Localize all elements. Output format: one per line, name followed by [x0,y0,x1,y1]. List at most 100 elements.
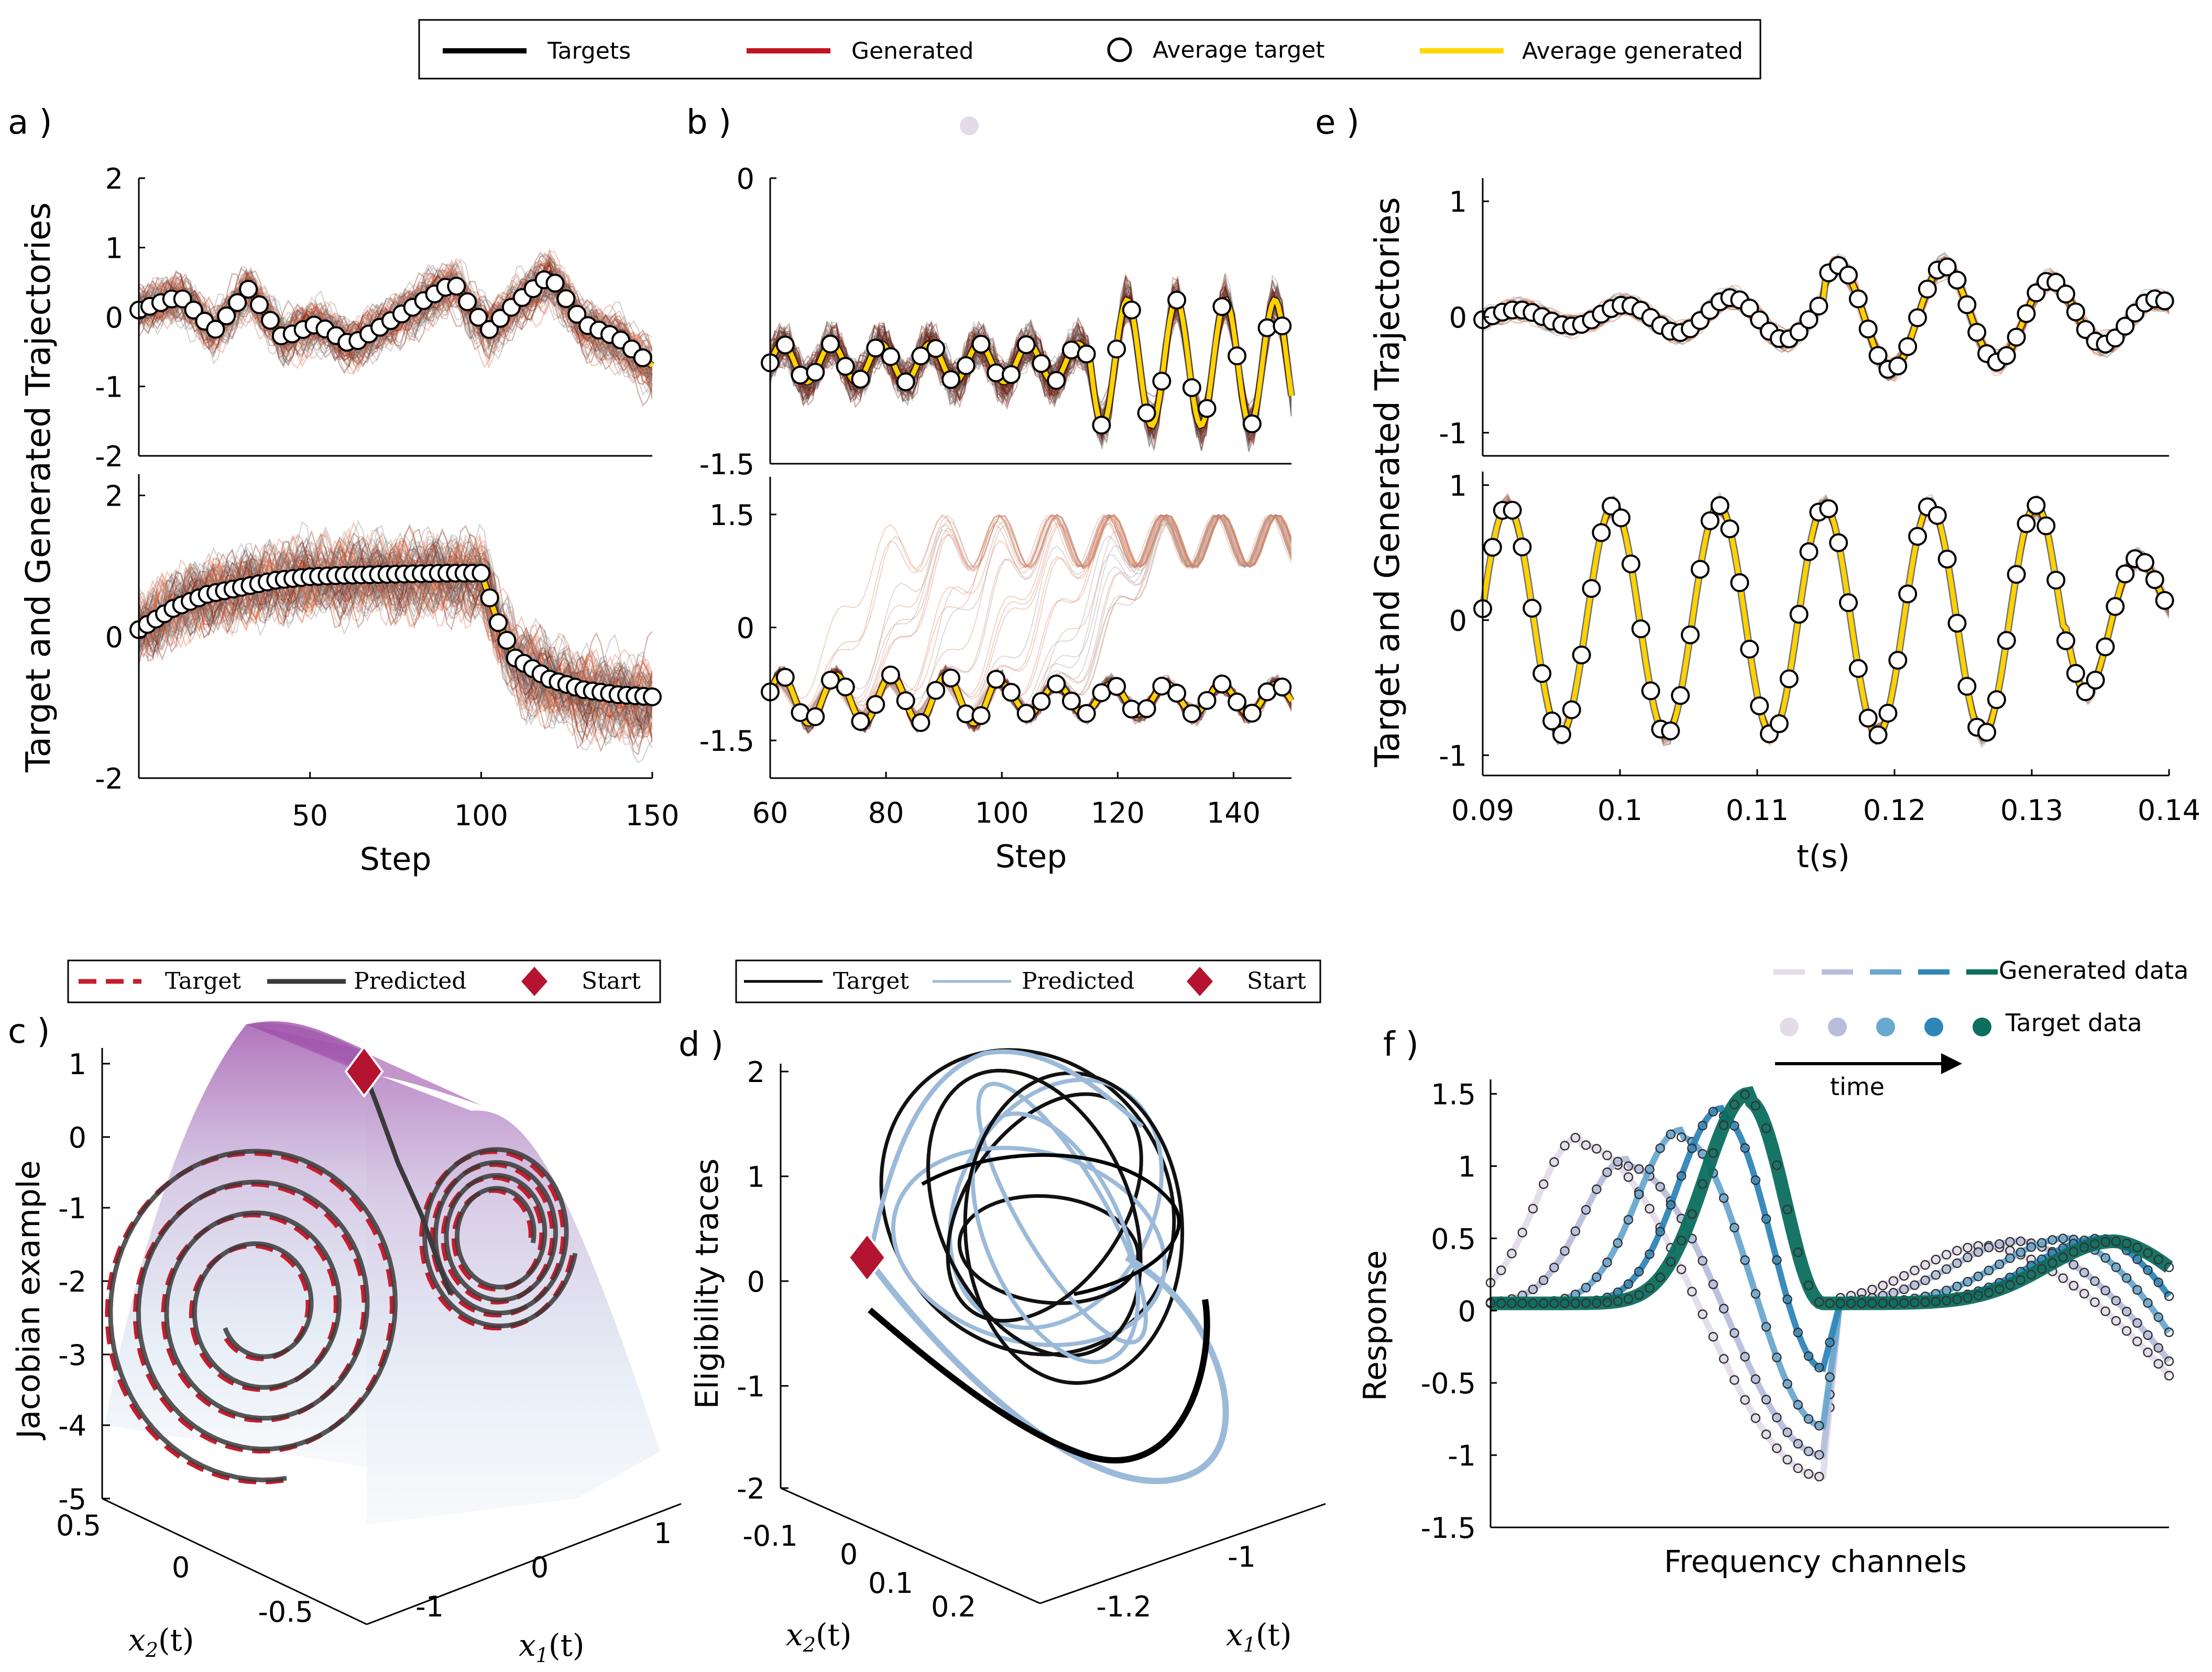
panel-f-target-point [2068,1260,2079,1270]
panel-c-ztick-label: -4 [58,1409,86,1442]
panel-f-target-point [1602,1167,1612,1177]
panel-f-target-point [1698,1121,1707,1131]
panel-f-legend-target-swatch [1973,1018,1991,1036]
panel-d-ztick-label: -2 [737,1472,765,1505]
panel-d-ylabel: x2(t) [786,1617,851,1656]
panel-f-target-point [1676,1132,1687,1142]
panel-f-target-point [1740,1395,1750,1405]
panel-f-target-point [1708,1107,1718,1117]
panel-f-target-point [1984,1287,1994,1298]
panel-f-time-label: time [1830,1073,1885,1101]
panel-f-target-point [1718,1120,1729,1130]
panel-a-average-target-point [556,289,576,309]
panel-e-average-target-point [1769,714,1789,734]
panel-f-series [1485,1086,2174,1482]
panel-c-ytick-label: -0.5 [258,1595,313,1629]
panel-e-average-target-point [2106,597,2125,616]
panel-e-average-target-point [1799,310,1819,329]
panel-f-target-point [1592,1184,1602,1194]
panel-f-legend-target-swatch [1780,1018,1799,1036]
panel-f-target-point [1782,1204,1792,1215]
panel-b-average-target-point [911,346,930,366]
panel-e-average-target-point [1928,506,1947,525]
panel-f-target-point [2111,1236,2121,1247]
panel-e-average-target-point [2066,664,2085,683]
legend-generated-label: Generated [851,38,973,64]
panel-e-average-target-point [2046,571,2066,590]
panel-b-average-target-point [896,372,915,391]
panel-a-trace [139,274,652,374]
panel-e-ytick-label: 1 [1449,469,1467,502]
panel-e-average-target-point [1562,700,1581,719]
panel-f-target-point [2143,1347,2153,1358]
panel-d-start-marker [847,1232,887,1283]
panel-f-target-point [1613,1238,1623,1248]
panel-b-average-target-point [1167,290,1187,310]
panel-e-xtick-label: 0.11 [1726,794,1789,827]
panel-c-trajectories [105,1070,578,1485]
panel-a-average-target-point [480,588,499,608]
panel-f-target-point [1740,1255,1750,1265]
panel-a-trace [139,529,652,713]
panel-f-target-point [2111,1296,2121,1306]
panel-a-trace [139,528,652,718]
panel-b-diverging-trace [770,513,1291,715]
panel-b-average-target-point [1047,371,1066,390]
panel-d-predicted-top [867,1049,1144,1258]
panel-a-trace [139,270,652,385]
panel-a-trace [139,538,652,740]
panel-e-average-target-point [1483,538,1502,557]
panel-b-average-target-point [1047,674,1066,694]
panel-d-loop [957,1194,1140,1305]
panel-b-average-target-point [820,671,840,690]
panel-f-target-point [2016,1275,2025,1285]
panel-f-target-point [1750,1100,1761,1111]
panel-e-average-target-point [1868,725,1888,745]
panel-f-target-point [1995,1239,2005,1249]
panel-f-target-point [2153,1312,2164,1322]
panel-a-average-target-point [217,306,236,325]
panel-a-average-target-point [497,630,517,650]
panel-e-average-target-point [1691,560,1710,579]
panel-f-target-point [1761,1322,1771,1332]
panel-f-target-point [1920,1297,1930,1307]
panel-f-target-point [2111,1316,2121,1326]
panel-f-target-point [1718,1354,1729,1364]
panel-f-target-point [1899,1271,1909,1281]
panel-b-ytick-label: -1.5 [699,725,754,758]
panel-e-average-target-point [1513,537,1532,556]
panel-e-average-target-point [1740,298,1759,318]
panel-b-xtick-label: 60 [752,796,789,829]
panel-f-target-point [1772,1443,1782,1454]
panel-b-trace [770,296,1291,424]
panel-b-average-target-point [1228,692,1247,712]
panel-e-average-target-point [1937,257,1957,277]
panel-a-trace [139,550,652,738]
panel-a-ytick-label: -1 [95,371,123,404]
panel-f-ytick-label: -1.5 [1421,1512,1476,1545]
panel-c-ztick-label: -5 [58,1483,86,1516]
panel-f-target-point [2153,1254,2164,1265]
panel-d-zlabel: Eligibility traces [689,1159,726,1409]
panel-f-target-point [1984,1242,1994,1253]
panel-b-average-target-point [806,363,825,382]
panel-f-target-point [1963,1252,1973,1263]
panel-f-target-point [1581,1283,1591,1293]
panel-c-xtick-label: -1 [415,1590,444,1623]
panel-d-xlabel: x1(t) [1226,1617,1291,1656]
panel-a-trace [139,536,652,717]
panel-f-target-point [1687,1209,1697,1219]
panel-a-average-target-point [469,308,488,327]
panel-f-target-point [1528,1284,1538,1295]
panel-f-target-point [2068,1247,2079,1257]
panel-e-average-target-point [2116,316,2135,336]
panel-a-trace [139,534,652,728]
panel-b-average-target-point [956,356,976,375]
panel-f-target-point [2153,1343,2164,1353]
panel-f-target-point [2090,1239,2100,1249]
panel-a-trace [139,546,652,736]
panel-f-target-point [1549,1262,1559,1273]
legend-average-generated-label: Average generated [1522,38,1743,64]
panel-b-average-target-point [941,370,960,389]
panel-b-average-target-point [1212,674,1232,694]
